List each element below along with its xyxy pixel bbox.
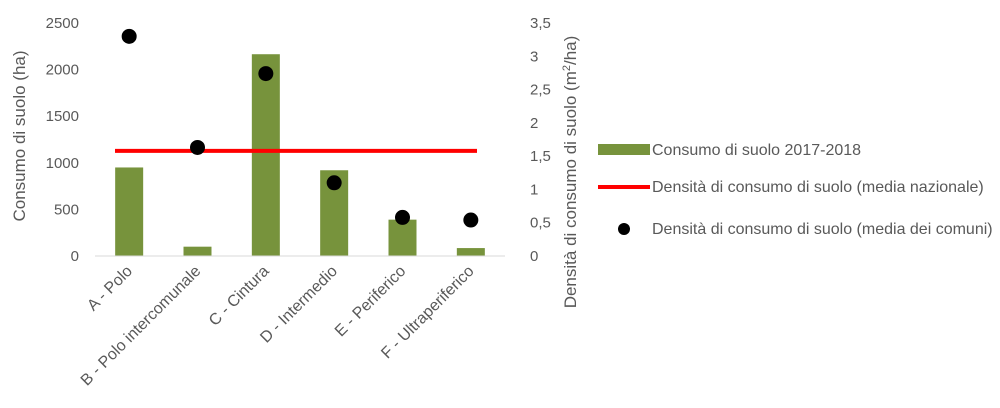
legend-swatch-point (618, 223, 630, 235)
y2-tick-label: 3,5 (530, 15, 551, 32)
data-point (121, 28, 137, 44)
data-point (190, 139, 205, 155)
y-tick-label: 1000 (46, 155, 79, 172)
y-tick-label: 0 (71, 248, 79, 265)
y-axis-title-left: Consumo di suolo (ha) (10, 50, 29, 221)
y2-tick-label: 2 (530, 115, 538, 132)
right-y-axis: 0 0,5 1 1,5 2 2,5 3 3,5 (530, 15, 551, 265)
y-axis-title-right-text: Densità di consumo di suolo (m (561, 71, 580, 308)
y2-tick-label: 3 (530, 48, 538, 65)
data-point (395, 209, 410, 225)
y-tick-label: 2000 (46, 62, 79, 79)
bar (456, 248, 485, 256)
legend-label-point: Densità di consumo di suolo (media dei c… (652, 221, 993, 238)
y-tick-label: 2500 (46, 15, 79, 32)
bar (115, 167, 144, 256)
legend-label-line: Densità di consumo di suolo (media nazio… (652, 179, 984, 196)
y-tick-label: 500 (54, 201, 79, 218)
x-tick-label: E - Periferico (332, 263, 409, 340)
y-axis-title-right: Densità di consumo di suolo (m2/ha) (561, 36, 580, 309)
legend-label-bar: Consumo di suolo 2017-2018 (652, 142, 861, 159)
y2-tick-label: 0,5 (530, 215, 551, 232)
data-point (326, 175, 342, 191)
legend-swatch-bar (598, 144, 650, 155)
y2-tick-label: 1 (530, 181, 538, 198)
data-point (463, 212, 479, 228)
bar-series (115, 54, 485, 256)
data-point (258, 66, 274, 82)
x-tick-label: B - Polo intercomunale (78, 263, 205, 390)
bar (251, 54, 280, 256)
scatter-series (121, 28, 479, 228)
y-axis-title-right-suffix: /ha) (561, 36, 580, 65)
y2-tick-label: 0 (530, 248, 538, 265)
bar (183, 246, 212, 256)
y2-tick-label: 1,5 (530, 148, 551, 165)
x-tick-label: C - Cintura (206, 263, 273, 330)
x-tick-label: A - Polo (84, 263, 136, 315)
legend: Consumo di suolo 2017-2018 Densità di co… (598, 142, 993, 238)
bar (388, 219, 417, 256)
y-axis-title-right-superscript: 2 (561, 65, 573, 71)
y-tick-label: 1500 (46, 108, 79, 125)
left-y-axis: 0 500 1000 1500 2000 2500 (46, 15, 79, 265)
y2-tick-label: 2,5 (530, 82, 551, 99)
